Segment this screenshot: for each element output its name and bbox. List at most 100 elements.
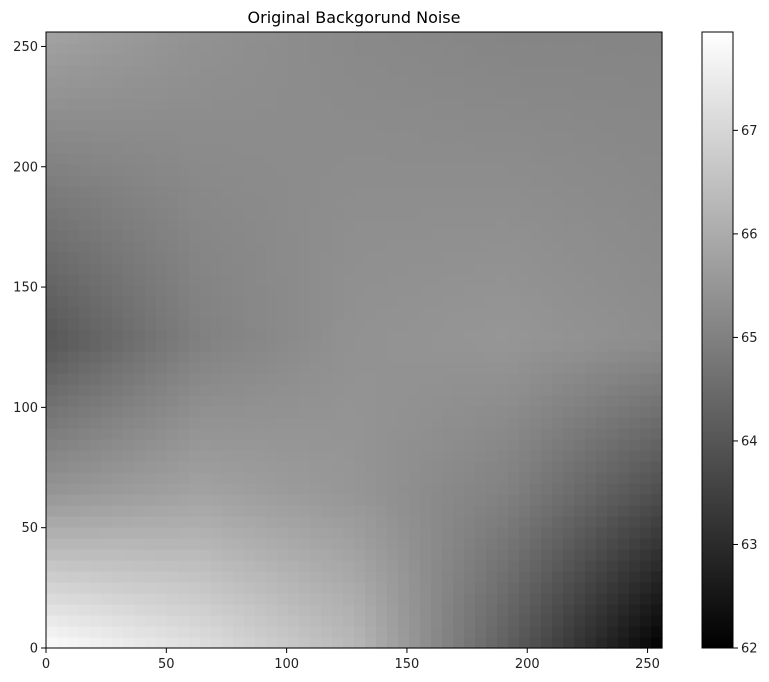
heatmap-cell: [651, 307, 663, 319]
heatmap-cell: [464, 197, 476, 209]
heatmap-cell: [607, 637, 619, 649]
heatmap-cell: [112, 175, 124, 187]
heatmap-cell: [585, 340, 597, 352]
heatmap-cell: [618, 604, 630, 616]
heatmap-cell: [354, 516, 366, 528]
heatmap-cell: [376, 362, 388, 374]
heatmap-cell: [563, 626, 575, 638]
heatmap-cell: [464, 131, 476, 143]
heatmap-cell: [365, 197, 377, 209]
heatmap-cell: [607, 109, 619, 121]
heatmap-cell: [46, 626, 58, 638]
heatmap-cell: [332, 560, 344, 572]
heatmap-cell: [376, 252, 388, 264]
heatmap-cell: [112, 164, 124, 176]
heatmap-cell: [79, 527, 91, 539]
heatmap-cell: [343, 274, 355, 286]
heatmap-cell: [156, 131, 168, 143]
heatmap-cell: [310, 571, 322, 583]
heatmap-cell: [574, 428, 586, 440]
heatmap-cell: [398, 626, 410, 638]
heatmap-cell: [211, 142, 223, 154]
heatmap-cell: [475, 263, 487, 275]
heatmap-cell: [266, 131, 278, 143]
heatmap-cell: [299, 593, 311, 605]
heatmap-cell: [398, 483, 410, 495]
plot-frame: [45, 31, 663, 649]
heatmap-cell: [585, 395, 597, 407]
heatmap-cell: [79, 549, 91, 561]
heatmap-cell: [354, 285, 366, 297]
heatmap-cell: [365, 43, 377, 55]
heatmap-cell: [332, 450, 344, 462]
heatmap-cell: [497, 604, 509, 616]
heatmap-cell: [167, 230, 179, 242]
heatmap-cell: [321, 87, 333, 99]
heatmap-cell: [376, 109, 388, 121]
heatmap-cell: [167, 318, 179, 330]
heatmap-cell: [321, 197, 333, 209]
heatmap-cell: [497, 461, 509, 473]
heatmap-cell: [651, 285, 663, 297]
heatmap-cell: [167, 263, 179, 275]
heatmap-cell: [651, 274, 663, 286]
heatmap-cell: [343, 527, 355, 539]
heatmap-cell: [376, 615, 388, 627]
heatmap-cell: [409, 208, 421, 220]
y-tick-label: 0: [30, 642, 38, 657]
heatmap-cell: [398, 274, 410, 286]
heatmap-cell: [145, 175, 157, 187]
heatmap-cell: [453, 439, 465, 451]
heatmap-cell: [233, 153, 245, 165]
heatmap-cell: [266, 329, 278, 341]
heatmap-cell: [508, 186, 520, 198]
heatmap-cell: [112, 395, 124, 407]
heatmap-cell: [134, 428, 146, 440]
heatmap-cell: [222, 263, 234, 275]
heatmap-cell: [618, 208, 630, 220]
heatmap-cell: [112, 439, 124, 451]
heatmap-cell: [178, 362, 190, 374]
heatmap-cell: [167, 43, 179, 55]
heatmap-cell: [596, 637, 608, 649]
heatmap-cell: [497, 208, 509, 220]
heatmap-cell: [156, 241, 168, 253]
heatmap-cell: [629, 406, 641, 418]
heatmap-cell: [618, 450, 630, 462]
heatmap-cell: [299, 87, 311, 99]
heatmap-cell: [519, 285, 531, 297]
heatmap-cell: [365, 219, 377, 231]
heatmap-cell: [288, 549, 300, 561]
heatmap-cell: [299, 43, 311, 55]
heatmap-cell: [46, 505, 58, 517]
heatmap-cell: [200, 274, 212, 286]
heatmap-cell: [453, 604, 465, 616]
heatmap-cell: [178, 186, 190, 198]
heatmap-cell: [255, 175, 267, 187]
heatmap-cell: [101, 560, 113, 572]
heatmap-cell: [321, 615, 333, 627]
heatmap-cell: [167, 164, 179, 176]
heatmap-cell: [189, 571, 201, 583]
heatmap-cell: [112, 505, 124, 517]
heatmap-cell: [464, 307, 476, 319]
heatmap-cell: [420, 483, 432, 495]
heatmap-cell: [629, 142, 641, 154]
heatmap-cell: [189, 373, 201, 385]
heatmap-cell: [156, 549, 168, 561]
heatmap-cell: [486, 43, 498, 55]
heatmap-cell: [233, 516, 245, 528]
heatmap-cell: [596, 252, 608, 264]
heatmap-cell: [200, 538, 212, 550]
heatmap-cell: [299, 516, 311, 528]
heatmap-cell: [211, 373, 223, 385]
heatmap-cell: [310, 461, 322, 473]
heatmap-cell: [343, 472, 355, 484]
heatmap-cell: [244, 637, 256, 649]
heatmap-cell: [365, 274, 377, 286]
heatmap-cell: [640, 219, 652, 231]
heatmap-cell: [376, 87, 388, 99]
heatmap-cell: [79, 296, 91, 308]
heatmap-cell: [255, 538, 267, 550]
heatmap-cell: [519, 395, 531, 407]
